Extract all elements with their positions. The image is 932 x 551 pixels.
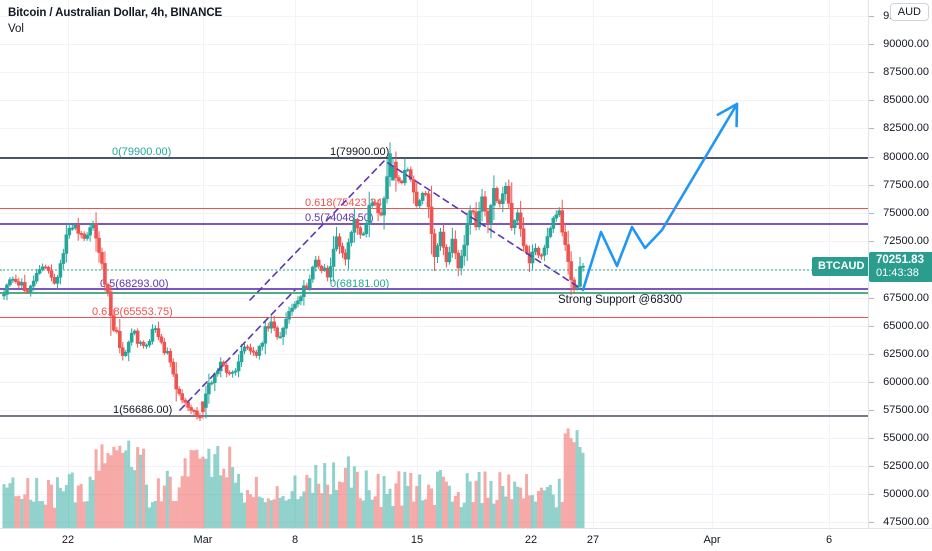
gridline-horizontal xyxy=(0,100,868,101)
fib-label: 0(79900.00) xyxy=(112,146,172,158)
fib-label: 0.618(75423.34) xyxy=(305,197,386,209)
price-tick-mark xyxy=(869,438,874,439)
price-tick-label: 55000.00 xyxy=(883,432,929,444)
price-tick-mark xyxy=(869,128,874,129)
gridline-horizontal xyxy=(0,326,868,327)
chart-plot-area[interactable]: 0(79900.00) 1(79900.00) 0.618(75423.34) 0.5… xyxy=(0,0,868,528)
gridline-horizontal xyxy=(0,466,868,467)
price-tick-label: 52500.00 xyxy=(883,460,929,472)
price-tick-mark xyxy=(869,382,874,383)
price-tick-mark xyxy=(869,494,874,495)
gridline-horizontal xyxy=(0,438,868,439)
price-tick-label: 72500.00 xyxy=(883,235,929,247)
gridline-vertical xyxy=(417,0,418,528)
price-tick-label: 65000.00 xyxy=(883,320,929,332)
price-tick-label: 60000.00 xyxy=(883,376,929,388)
gridline-horizontal xyxy=(0,72,868,73)
gridline-vertical xyxy=(593,0,594,528)
gridline-vertical xyxy=(68,0,69,528)
time-axis[interactable]: 22 Mar 8 15 22 27 Apr 6 xyxy=(0,528,932,551)
candlestick-series xyxy=(2,142,585,528)
study-line-fib-0618-lower xyxy=(0,317,868,318)
price-tick-label: 77500.00 xyxy=(883,179,929,191)
time-tick-label: 22 xyxy=(61,534,75,546)
price-tick-mark xyxy=(869,410,874,411)
gridline-horizontal xyxy=(0,298,868,299)
drawing-overlay[interactable] xyxy=(0,0,868,528)
price-tick-label: 62500.00 xyxy=(883,348,929,360)
fib-label: 1(56686.00) xyxy=(113,404,173,416)
price-tick-mark xyxy=(869,72,874,73)
price-tick-mark xyxy=(869,16,874,17)
study-line-last-price-dotted xyxy=(0,269,868,271)
gridline-horizontal xyxy=(0,354,868,355)
study-line-fib-1-low xyxy=(0,415,868,417)
gridline-horizontal xyxy=(0,213,868,214)
last-price-badge: 70251.83 01:43:38 xyxy=(869,252,932,283)
study-line-support-green xyxy=(0,292,868,294)
price-tick-mark xyxy=(869,213,874,214)
price-tick-label: 85000.00 xyxy=(883,94,929,106)
study-line-fib-05-lower xyxy=(0,288,868,290)
price-tick-label: 75000.00 xyxy=(883,207,929,219)
gridline-horizontal xyxy=(0,16,868,17)
price-tick-mark xyxy=(869,522,874,523)
price-tick-mark xyxy=(869,185,874,186)
study-line-fib-0618-upper xyxy=(0,208,868,209)
gridline-vertical xyxy=(531,0,532,528)
gridline-horizontal xyxy=(0,410,868,411)
study-line-fib-05-upper xyxy=(0,223,868,225)
price-tick-label: 80000.00 xyxy=(883,151,929,163)
study-line-fib-0-high xyxy=(0,157,868,159)
currency-badge[interactable]: AUD xyxy=(889,3,929,21)
time-tick-label: 6 xyxy=(825,534,833,546)
bar-countdown: 01:43:38 xyxy=(876,267,919,280)
last-price-value: 70251.83 xyxy=(876,254,924,267)
price-tick-label: 67500.00 xyxy=(883,292,929,304)
strong-support-note: Strong Support @68300 xyxy=(558,294,683,306)
gridline-horizontal xyxy=(0,185,868,186)
price-tick-mark xyxy=(869,157,874,158)
fib-label: 0.5(68293.00) xyxy=(100,278,169,290)
gridline-horizontal xyxy=(0,128,868,129)
fib-label: 1(79900.00) xyxy=(330,146,390,158)
gridline-vertical xyxy=(295,0,296,528)
price-tick-mark xyxy=(869,44,874,45)
price-axis[interactable]: 92500.0090000.0087500.0085000.0082500.00… xyxy=(868,0,932,528)
time-tick-label: 27 xyxy=(586,534,600,546)
price-tick-mark xyxy=(869,466,874,467)
price-tick-label: 57500.00 xyxy=(883,404,929,416)
price-tick-label: 82500.00 xyxy=(883,122,929,134)
fib-label: 0(68181.00) xyxy=(330,278,390,290)
price-tick-label: 87500.00 xyxy=(883,66,929,78)
gridline-vertical xyxy=(203,0,204,528)
gridline-horizontal xyxy=(0,494,868,495)
price-tick-mark xyxy=(869,298,874,299)
price-tick-label: 90000.00 xyxy=(883,38,929,50)
gridline-horizontal xyxy=(0,44,868,45)
price-tick-mark xyxy=(869,241,874,242)
ticker-price-tag: BTCAUD xyxy=(812,257,868,277)
time-tick-label: 8 xyxy=(291,534,299,546)
price-tick-label: 50000.00 xyxy=(883,488,929,500)
gridline-horizontal xyxy=(0,382,868,383)
time-tick-label: Mar xyxy=(193,534,213,546)
time-tick-label: 22 xyxy=(524,534,538,546)
time-tick-label: 15 xyxy=(410,534,424,546)
gridline-vertical xyxy=(712,0,713,528)
price-tick-mark xyxy=(869,354,874,355)
price-tick-mark xyxy=(869,326,874,327)
price-tick-mark xyxy=(869,100,874,101)
time-tick-label: Apr xyxy=(703,534,721,546)
price-tick-label: 47500.00 xyxy=(883,516,929,528)
